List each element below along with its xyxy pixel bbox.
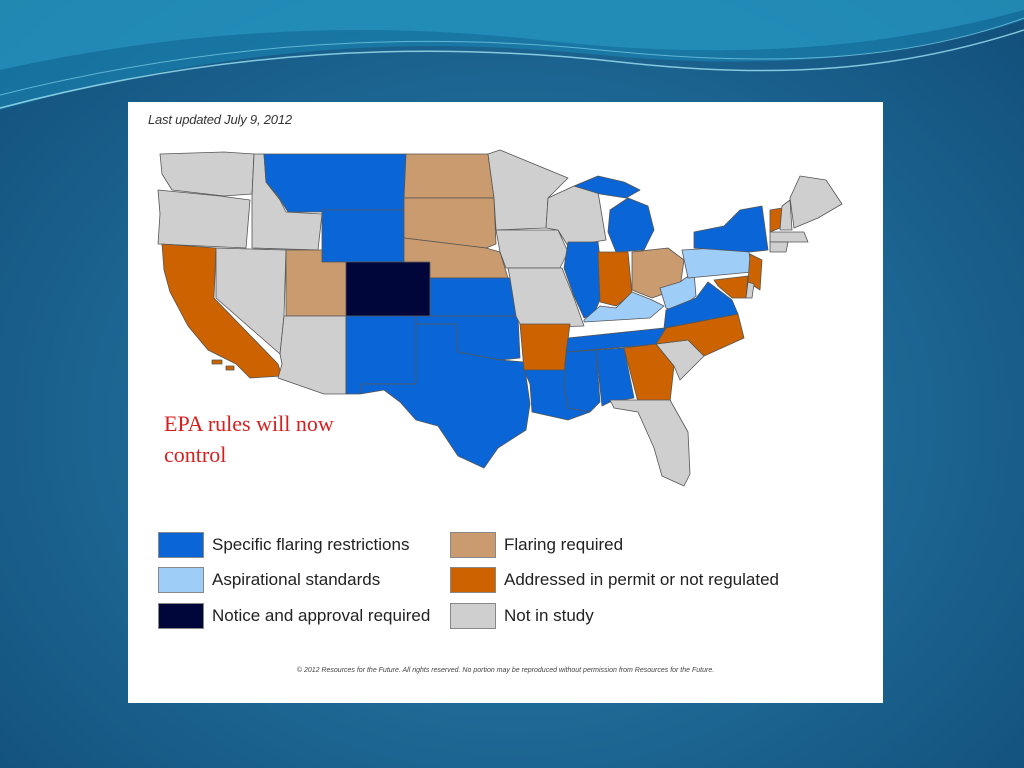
legend-swatch [450,532,496,558]
state-iowa [495,229,569,269]
wave-line-2 [0,17,1024,96]
map-card: Last updated July 9, 2012 EPA rules will… [128,102,883,703]
state-montana [263,153,407,213]
state-michigan-upper [573,175,641,199]
us-flaring-map [157,149,843,487]
state-new-york [693,205,769,253]
state-delaware [745,281,755,299]
state-mississippi [563,349,601,413]
state-maryland [713,275,749,299]
state-oregon [157,189,251,249]
state-south-dakota [403,197,497,249]
state-kansas [429,277,517,317]
state-washington [159,151,255,197]
state-michigan-lower [607,197,655,253]
state-new-mexico [345,315,417,395]
legend-label: Flaring required [504,535,624,554]
state-arkansas [519,323,571,371]
state-connecticut [769,241,789,253]
state-north-dakota [403,153,495,199]
legend-label: Aspirational standards [212,570,381,589]
annotation-epa-rules: EPA rules will now control [164,411,334,467]
state-arizona [277,315,347,395]
state-wyoming [321,209,405,263]
state-new-jersey [747,253,763,291]
state-florida [609,399,691,487]
legend-label: Addressed in permit or not regulated [504,570,779,589]
legend-swatch [158,603,204,629]
state-new-hampshire [779,199,793,231]
legend-label: Not in study [504,606,594,625]
legend-label: Specific flaring restrictions [212,535,410,554]
top-wave-light [0,0,1024,70]
top-wave-band [0,0,1024,110]
state-colorado [345,261,431,317]
legend-swatch [158,532,204,558]
state-georgia [623,343,675,403]
copyright-notice: © 2012 Resources for the Future. All rig… [296,667,715,674]
state-massachusetts [769,231,809,243]
legend-label: Notice and approval required [212,606,431,625]
legend-swatch [158,567,204,593]
state-virginia [663,281,739,329]
state-california [161,243,283,379]
legend-swatch [450,567,496,593]
last-updated-note: Last updated July 9, 2012 [148,112,292,127]
legend-swatch [450,603,496,629]
wave-line-1 [0,29,1024,109]
state-kentucky [583,291,665,323]
state-texas [359,323,531,469]
state-maine [789,175,843,229]
channel-islands [211,359,235,371]
